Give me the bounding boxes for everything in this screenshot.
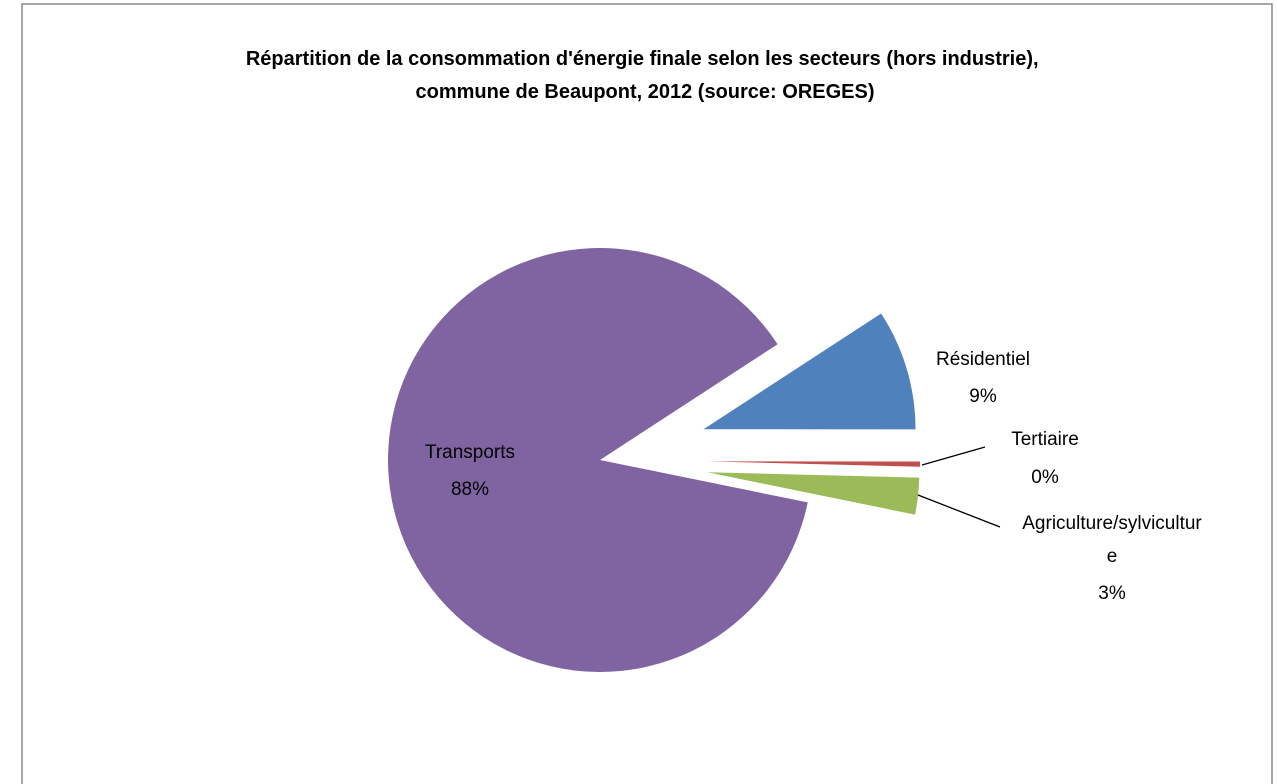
slice-value-label: 88%	[451, 479, 489, 500]
pie-slice	[703, 313, 916, 430]
slice-value-label: 9%	[969, 386, 997, 407]
slice-value-label: 3%	[1098, 583, 1126, 604]
pie-slice	[707, 472, 920, 515]
text-line: e	[1107, 546, 1118, 567]
text-line: commune de Beaupont, 2012 (source: OREGE…	[416, 81, 875, 103]
slice-label: Tertiaire	[1011, 429, 1079, 450]
leader-line	[917, 494, 1001, 528]
slice-value-label: 0%	[1031, 467, 1059, 488]
chart-title: Répartition de la consommation d'énergie…	[246, 48, 1044, 103]
slice-label: Transports	[425, 442, 515, 463]
text-line: Répartition de la consommation d'énergie…	[246, 48, 1044, 70]
text-line: Transports	[425, 442, 515, 463]
text-line: Agriculture/sylvicultur	[1022, 513, 1202, 534]
pie-slice	[707, 461, 920, 467]
slice-label: Résidentiel	[936, 349, 1030, 370]
pie-slice	[388, 247, 808, 672]
text-line: Résidentiel	[936, 349, 1030, 370]
text-line: Tertiaire	[1011, 429, 1079, 450]
leader-line	[921, 446, 986, 466]
slice-label: Agriculture/sylvicultur e	[1022, 513, 1202, 567]
